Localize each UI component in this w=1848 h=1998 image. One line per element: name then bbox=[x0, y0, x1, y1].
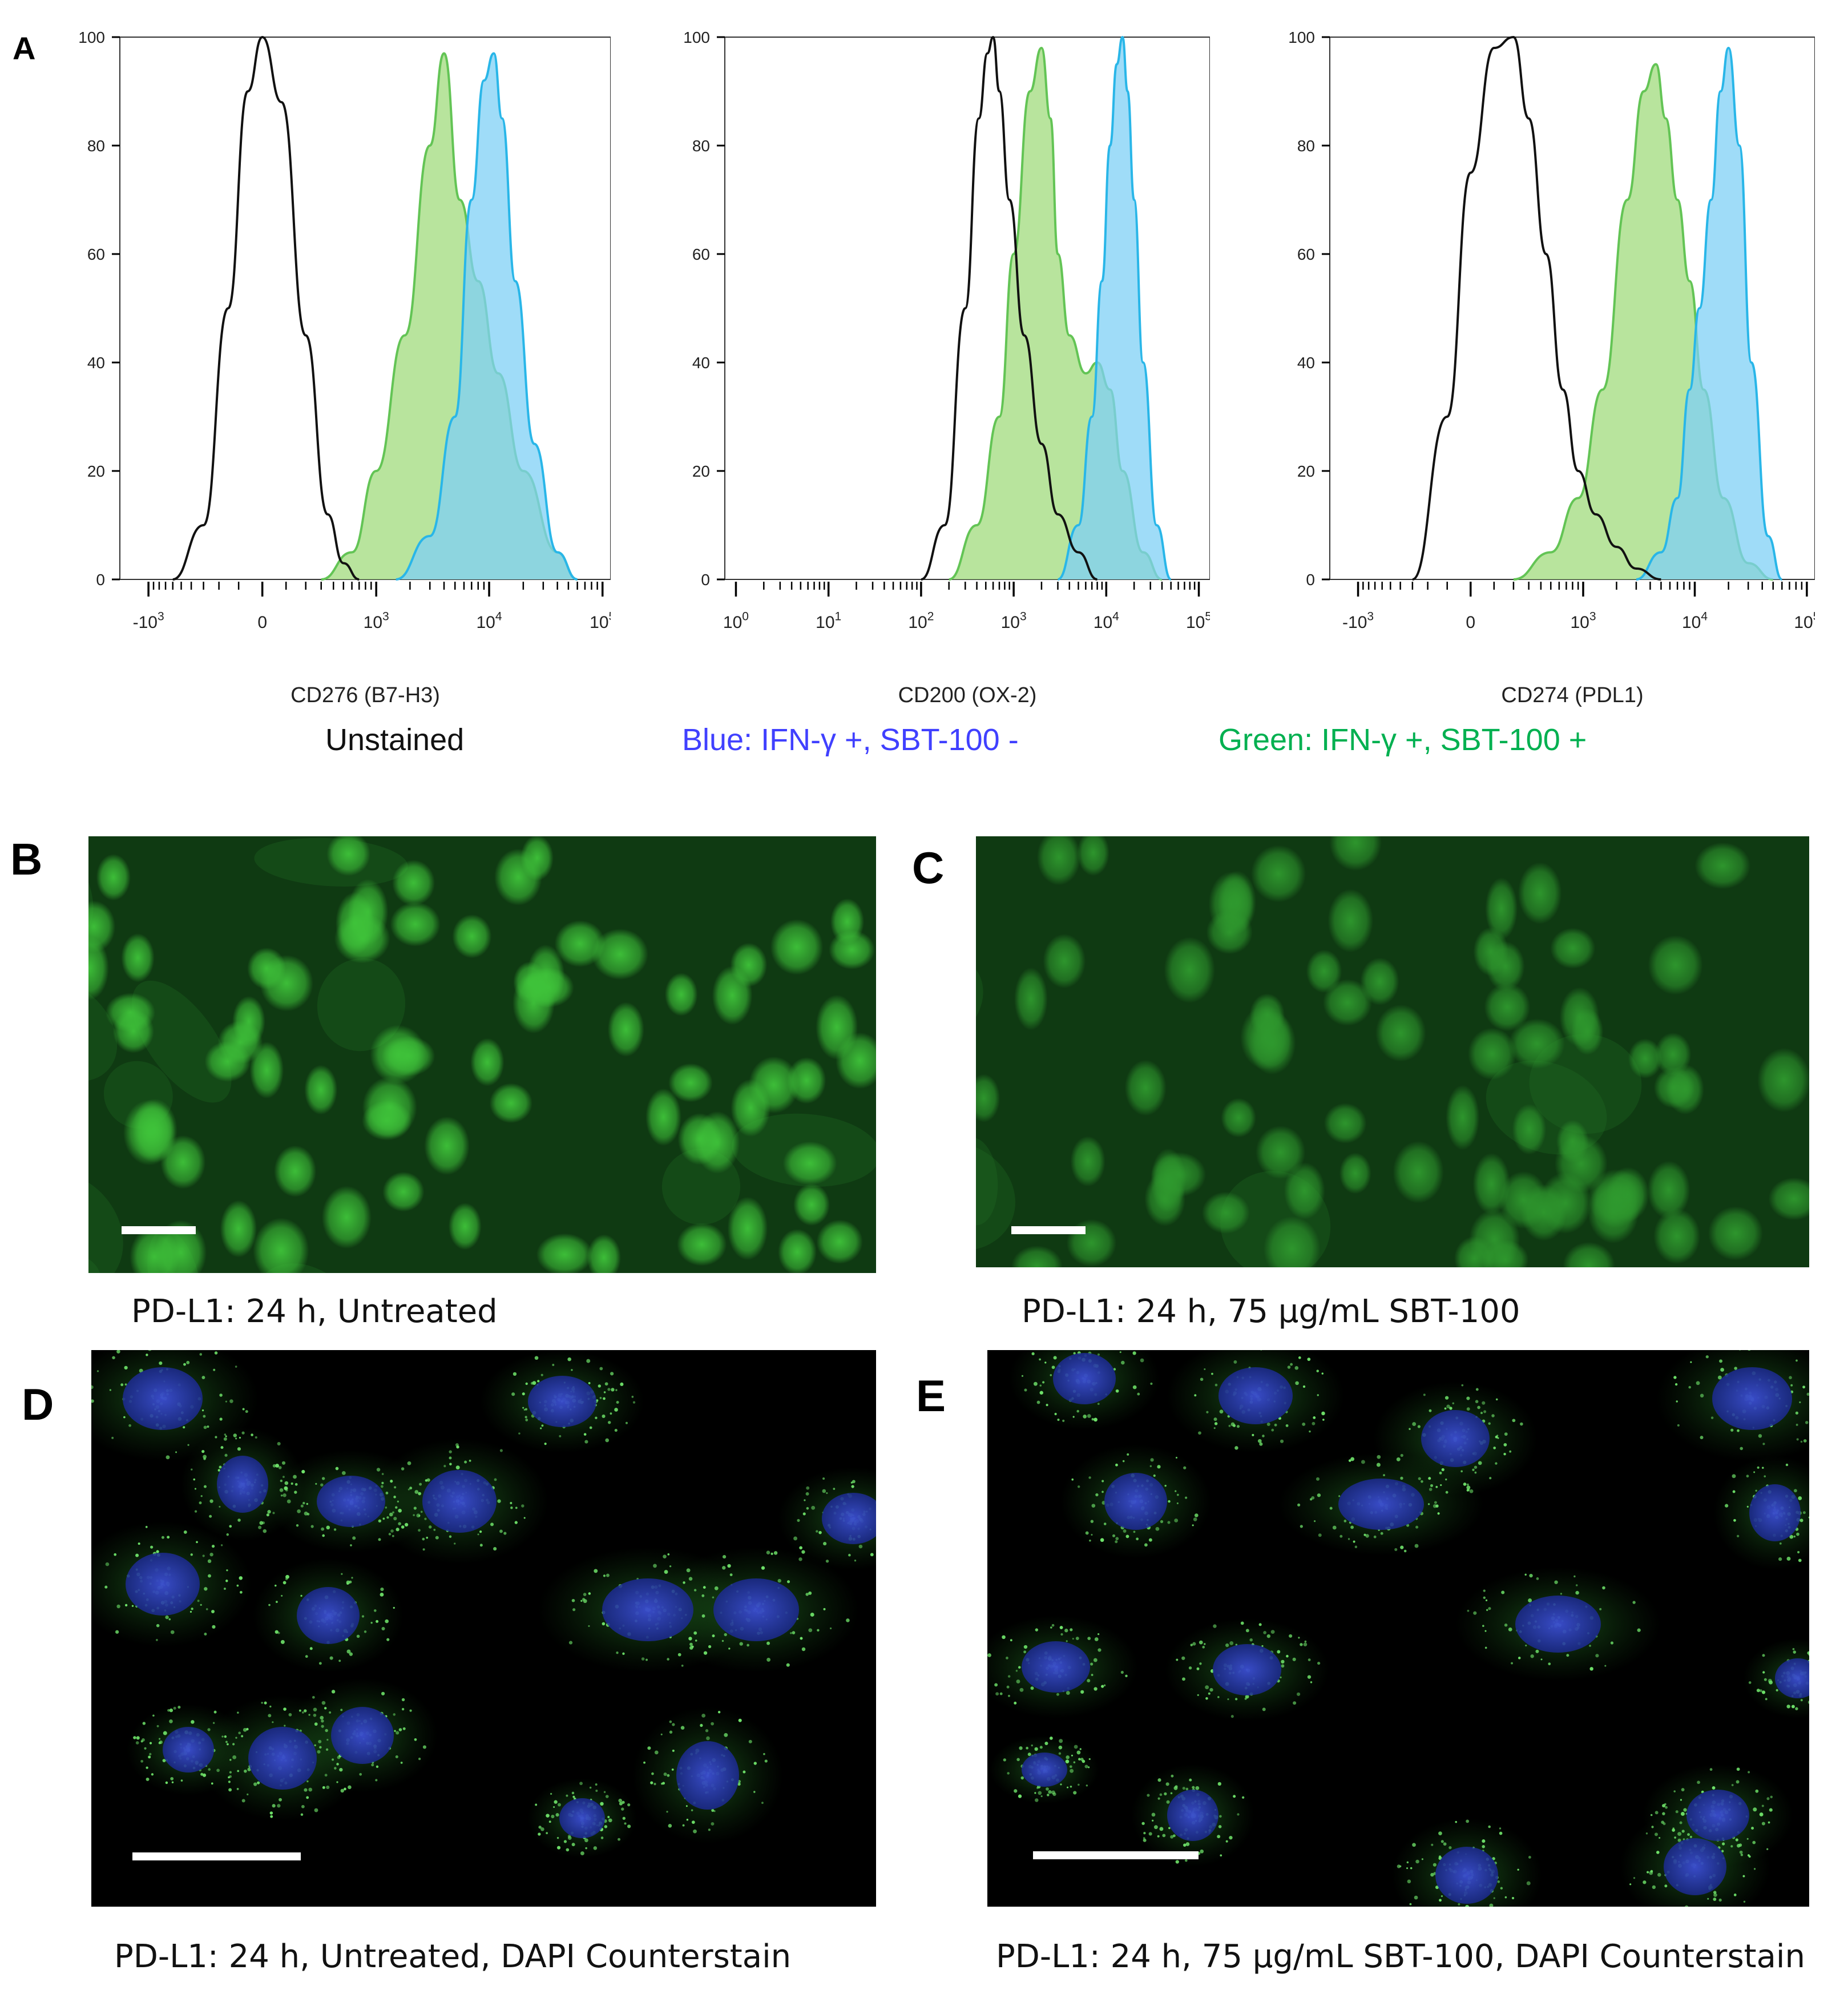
micrograph-b bbox=[88, 836, 876, 1273]
y-tick-label: 80 bbox=[87, 137, 105, 155]
histogram-cd274: 0 20 40 60 80 100 -103 0 103 104 105 CD274 (PDL1) bbox=[1288, 29, 1815, 707]
micrograph-texture bbox=[88, 836, 876, 1273]
x-tick-label: 105 bbox=[590, 610, 611, 633]
x-tick-label: 101 bbox=[816, 610, 841, 633]
micrograph-d bbox=[91, 1350, 876, 1907]
x-axis-label: CD274 (PDL1) bbox=[1501, 683, 1643, 707]
x-tick-label: 105 bbox=[1794, 610, 1815, 633]
x-tick-label: 103 bbox=[1570, 610, 1596, 633]
series-unstained bbox=[1412, 35, 1661, 581]
x-tick-label: 103 bbox=[1001, 610, 1027, 633]
x-tick-label: 104 bbox=[1682, 610, 1708, 633]
y-tick-label: 0 bbox=[96, 571, 105, 589]
micrograph-texture bbox=[987, 1350, 1809, 1907]
x-tick-label: 0 bbox=[257, 613, 267, 632]
series-blue-line bbox=[396, 52, 578, 581]
panel-letter-c: C bbox=[912, 843, 945, 893]
x-tick-label: 105 bbox=[1186, 610, 1210, 633]
micrograph-texture bbox=[976, 836, 1809, 1267]
histogram-cd200: 0 20 40 60 80 100 100 101 102 103 104 105 CD200 (OX-… bbox=[683, 29, 1210, 707]
x-tick-label: -103 bbox=[133, 610, 164, 633]
x-axis-label: CD276 (B7-H3) bbox=[290, 683, 440, 707]
caption-d: PD-L1: 24 h, Untreated, DAPI Counterstai… bbox=[114, 1938, 792, 1975]
series-blue-area bbox=[396, 53, 578, 579]
caption-c: PD-L1: 24 h, 75 μg/mL SBT-100 bbox=[1022, 1293, 1520, 1330]
y-tick-label: 20 bbox=[1297, 462, 1315, 480]
y-tick-label: 20 bbox=[87, 462, 105, 480]
micrograph-texture bbox=[91, 1350, 876, 1907]
legend-blue: Blue: IFN-γ +, SBT-100 - bbox=[682, 723, 1019, 757]
panel-letter-d: D bbox=[22, 1379, 54, 1429]
y-tick-label: 60 bbox=[87, 245, 105, 263]
y-tick-label: 100 bbox=[78, 29, 105, 46]
y-tick-label: 100 bbox=[1288, 29, 1315, 46]
scale-bar bbox=[1011, 1226, 1086, 1234]
y-tick-label: 0 bbox=[1306, 571, 1315, 589]
y-tick-label: 40 bbox=[87, 354, 105, 372]
y-tick-label: 40 bbox=[692, 354, 710, 372]
y-tick-label: 100 bbox=[683, 29, 710, 46]
x-tick-label: 103 bbox=[364, 610, 389, 633]
y-tick-label: 20 bbox=[692, 462, 710, 480]
x-axis-label: CD200 (OX-2) bbox=[898, 683, 1037, 707]
legend-green: Green: IFN-γ +, SBT-100 + bbox=[1218, 723, 1587, 757]
scale-bar bbox=[122, 1226, 196, 1234]
caption-b: PD-L1: 24 h, Untreated bbox=[131, 1293, 498, 1330]
y-tick-label: 80 bbox=[1297, 137, 1315, 155]
series-blue-area bbox=[1636, 48, 1782, 579]
series-blue-line bbox=[1057, 35, 1172, 581]
series-blue-area bbox=[1058, 37, 1171, 579]
x-tick-label: 104 bbox=[1094, 610, 1119, 633]
x-tick-label: 104 bbox=[477, 610, 502, 633]
y-tick-label: 60 bbox=[692, 245, 710, 263]
y-tick-label: 60 bbox=[1297, 245, 1315, 263]
scale-bar bbox=[132, 1852, 301, 1860]
legend-unstained: Unstained bbox=[325, 723, 465, 757]
y-tick-label: 0 bbox=[701, 571, 710, 589]
micrograph-c bbox=[976, 836, 1809, 1267]
micrograph-e bbox=[987, 1350, 1809, 1907]
x-tick-label: -103 bbox=[1342, 610, 1374, 633]
panel-letter-e: E bbox=[916, 1371, 946, 1421]
y-tick-label: 80 bbox=[692, 137, 710, 155]
x-tick-label: 0 bbox=[1466, 613, 1475, 632]
caption-e: PD-L1: 24 h, 75 μg/mL SBT-100, DAPI Coun… bbox=[996, 1938, 1805, 1975]
series-blue-line bbox=[1636, 46, 1783, 581]
series-unstained bbox=[172, 35, 360, 581]
y-tick-label: 40 bbox=[1297, 354, 1315, 372]
series-unstained bbox=[921, 35, 1098, 581]
panel-letter-b: B bbox=[10, 834, 43, 884]
scale-bar bbox=[1033, 1851, 1199, 1859]
histogram-cd276: 0 20 40 60 80 100 -103 0 103 104 105 CD276 (B7-H3) bbox=[78, 29, 611, 707]
x-tick-label: 100 bbox=[723, 610, 749, 633]
panel-letter-a: A bbox=[13, 30, 36, 66]
x-tick-label: 102 bbox=[908, 610, 934, 633]
